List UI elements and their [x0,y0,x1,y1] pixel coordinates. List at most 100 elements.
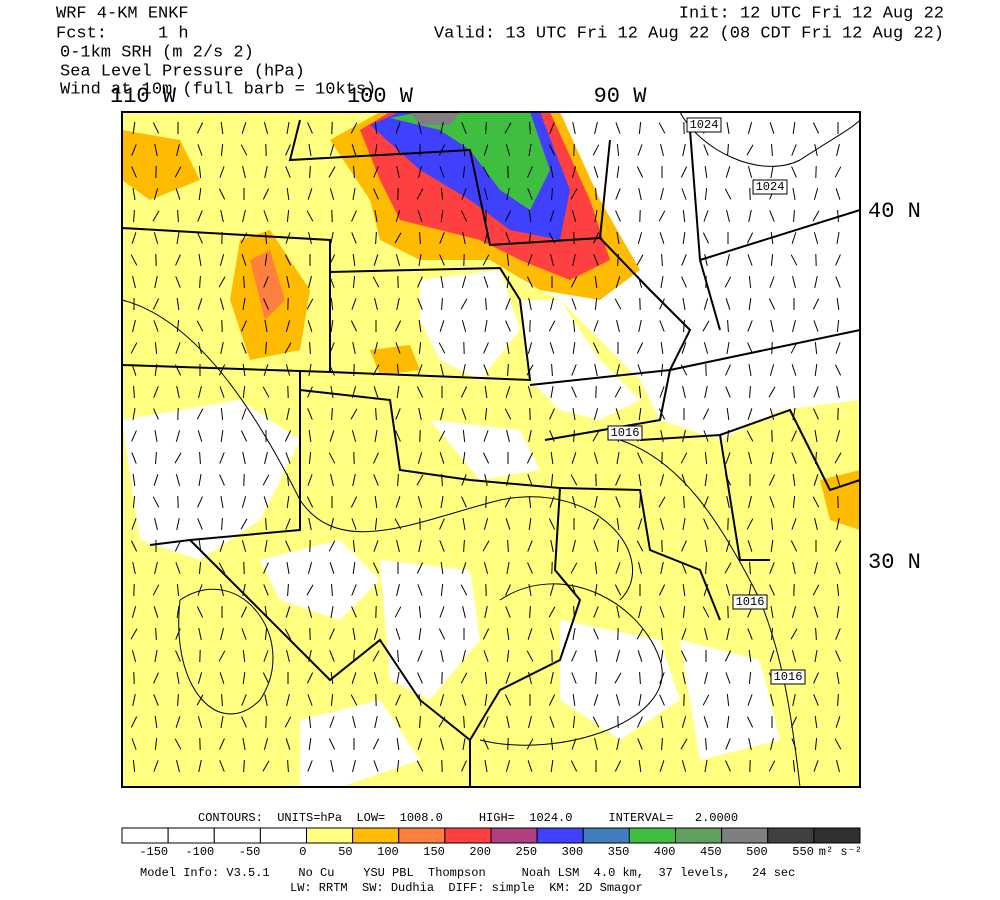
wind-barb [814,562,818,574]
wind-barb [462,143,466,157]
wind-barb [615,496,621,508]
wind-barb [484,407,488,421]
wind-barb [660,627,664,641]
wind-barb [682,231,686,245]
wind-barb [418,627,422,641]
wind-barb [529,605,531,619]
colorbar-swatch [121,827,169,844]
wind-barb [265,517,267,531]
wind-barb [242,166,246,178]
wind-barb [681,540,687,552]
wind-barb [461,276,467,288]
colorbar-label: 450 [700,845,722,859]
wind-barb [768,386,776,398]
wind-barb [483,276,489,288]
wind-barb [330,693,334,707]
wind-barb [724,188,732,200]
wind-barb [220,210,224,222]
wind-barb [154,363,158,377]
wind-barb [330,760,334,772]
wind-barb [614,298,622,310]
wind-barb [219,452,225,464]
wind-barb [352,275,356,289]
wind-barb [417,584,423,596]
wind-barb [460,210,468,222]
wind-barb [462,232,466,244]
map-frame [121,111,861,788]
wind-barb [307,122,313,134]
wind-barb [638,606,642,618]
wind-barb [177,693,179,707]
wind-barb [660,716,664,728]
wind-barb [240,144,248,156]
wind-barb [441,473,443,487]
wind-barb [132,759,136,773]
wind-barb [286,694,290,706]
wind-barb [485,121,487,135]
wind-barb [703,342,709,354]
wind-barb [417,364,423,376]
wind-barb [659,232,665,244]
wind-barb [551,187,553,201]
wind-barb [308,518,312,530]
wind-barb [418,319,422,333]
wind-barb [528,517,532,531]
wind-barb [372,562,380,574]
contour-label-box [752,179,788,195]
wind-barb [768,760,776,772]
wind-barb [594,561,598,575]
wind-barb [174,364,182,376]
contour-label: 1016 [611,426,640,440]
wind-barb [155,451,157,465]
wind-barb [416,474,424,486]
wind-barb [243,275,245,289]
wind-barb [747,342,753,354]
wind-barb [176,319,180,333]
wind-barb [286,122,290,134]
wind-barb [705,561,707,575]
wind-barb [131,144,137,156]
wind-barb [791,232,797,244]
wind-barb [329,716,335,728]
wind-barb [484,188,488,200]
wind-barb [309,341,311,355]
wind-barb [374,210,378,222]
wind-barb [286,209,290,223]
field-label: 0-1km SRH (m 2/s 2) [60,43,254,62]
wind-barb [218,562,226,574]
wind-barb [396,584,400,596]
wind-barb [396,166,400,178]
wind-barb [747,166,753,178]
wind-barb [418,122,422,134]
colorbar-swatch [259,827,307,844]
wind-barb [285,518,291,530]
wind-barb [308,144,312,156]
wind-barb [616,452,620,464]
wind-barb [835,562,841,574]
wind-barb [704,165,708,179]
wind-barb [704,672,708,684]
wind-barb [550,386,554,398]
wind-barb [746,518,754,530]
wind-barb [792,759,796,773]
wind-barb [792,694,796,706]
wind-barb [439,452,445,464]
wind-barb [593,628,599,640]
wind-barb [768,298,776,310]
wind-barb [375,231,377,245]
colorbar-label: 550 [792,845,814,859]
wind-barb [746,430,754,442]
latitude-label: 30 N [868,550,921,575]
wind-barb [395,210,401,222]
wind-barb [681,562,687,574]
wind-barb [681,276,687,288]
wind-barb [747,628,753,640]
wind-barb [439,232,445,244]
wind-barb [132,495,136,509]
wind-barb [813,408,819,420]
wind-barb [550,254,554,266]
wind-barb [285,144,291,156]
wind-barb [705,737,707,751]
wind-barb [660,363,664,377]
wind-barb [616,606,620,618]
